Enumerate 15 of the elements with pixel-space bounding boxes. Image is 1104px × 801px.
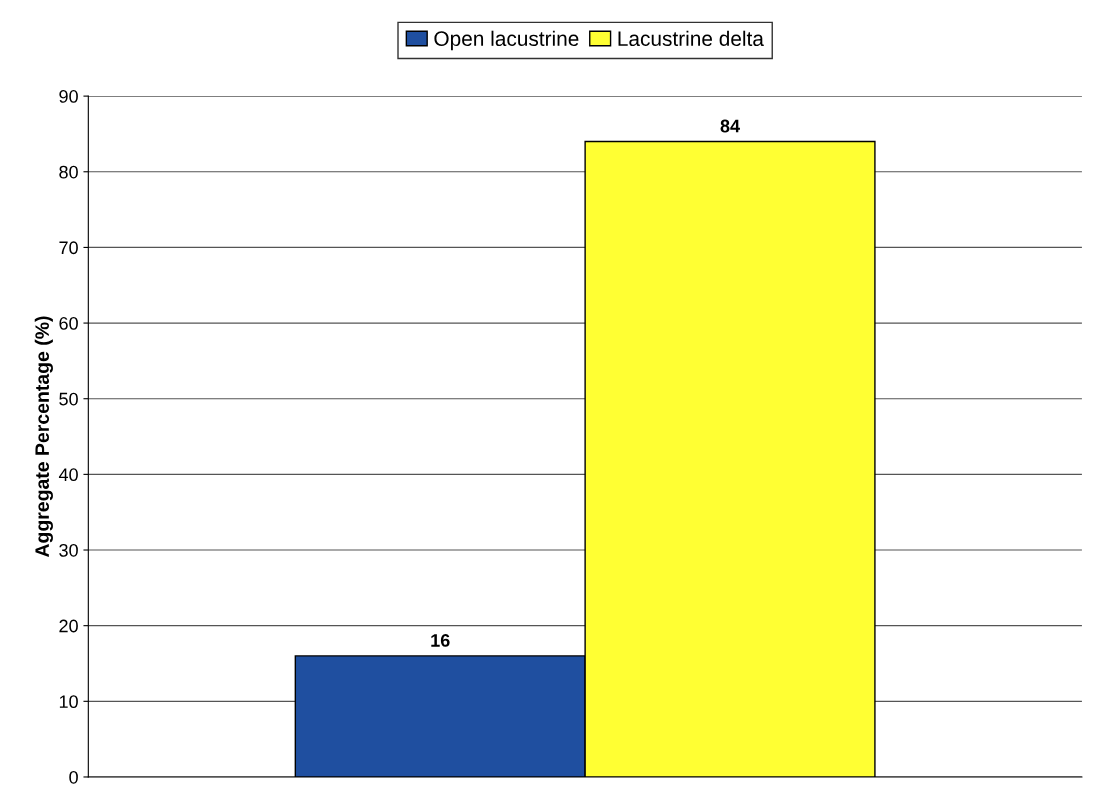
y-axis-title: Aggregate Percentage (%) — [34, 316, 53, 558]
y-tick-label: 60 — [59, 317, 78, 330]
data-label: 84 — [720, 119, 740, 133]
legend-label: Lacustrine delta — [618, 30, 764, 47]
y-tick-label: 0 — [69, 770, 78, 784]
y-tick-label: 40 — [58, 468, 78, 482]
y-tick-label: 50 — [59, 392, 78, 406]
y-tick-label: 90 — [59, 90, 78, 103]
y-tick-label: 10 — [59, 695, 78, 709]
y-tick-label: 30 — [59, 543, 78, 557]
data-label: 16 — [431, 634, 450, 647]
legend-label: Open lacustrine — [434, 30, 579, 51]
y-tick-label: 70 — [59, 241, 78, 255]
y-tick-label: 20 — [59, 619, 78, 633]
y-tick-label: 80 — [59, 165, 78, 179]
